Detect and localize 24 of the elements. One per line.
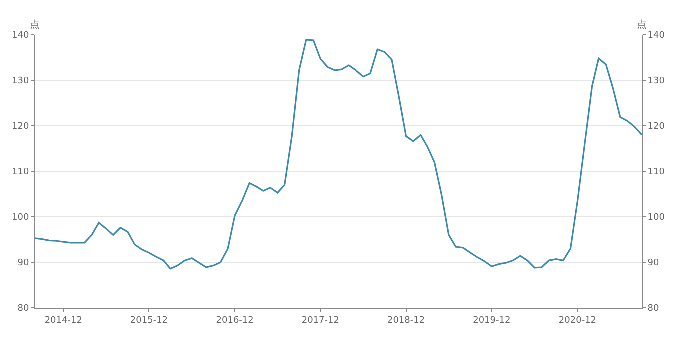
y2-tick-label: 120 [648, 122, 666, 132]
x-tick-label: 2014-12 [44, 316, 82, 326]
y2-tick-label: 80 [648, 304, 660, 314]
x-tick-label: 2019-12 [473, 316, 511, 326]
y2-tick-label: 140 [648, 31, 666, 42]
x-tick-label: 2015-12 [130, 316, 168, 326]
y-tick-label: 90 [18, 258, 30, 269]
x-tick-label: 2017-12 [302, 316, 340, 326]
x-tick-label: 2018-12 [387, 316, 426, 326]
y-tick-label: 100 [12, 213, 30, 224]
y-tick-label: 120 [12, 122, 30, 132]
y2-tick-label: 110 [648, 168, 666, 178]
y-tick-label: 130 [12, 76, 30, 87]
y2-axis-title: 点 [637, 19, 647, 31]
x-tick-label: 2016-12 [216, 316, 254, 326]
x-tick-label: 2020-12 [558, 316, 597, 326]
y2-tick-label: 130 [648, 76, 666, 87]
y2-tick-label: 90 [648, 258, 660, 269]
line-series [35, 39, 642, 270]
y-tick-label: 140 [12, 31, 30, 42]
y-tick-label: 80 [18, 304, 30, 314]
y-axis-title: 点 [30, 19, 40, 31]
y2-tick-label: 100 [648, 213, 666, 224]
y-tick-label: 110 [12, 168, 30, 178]
